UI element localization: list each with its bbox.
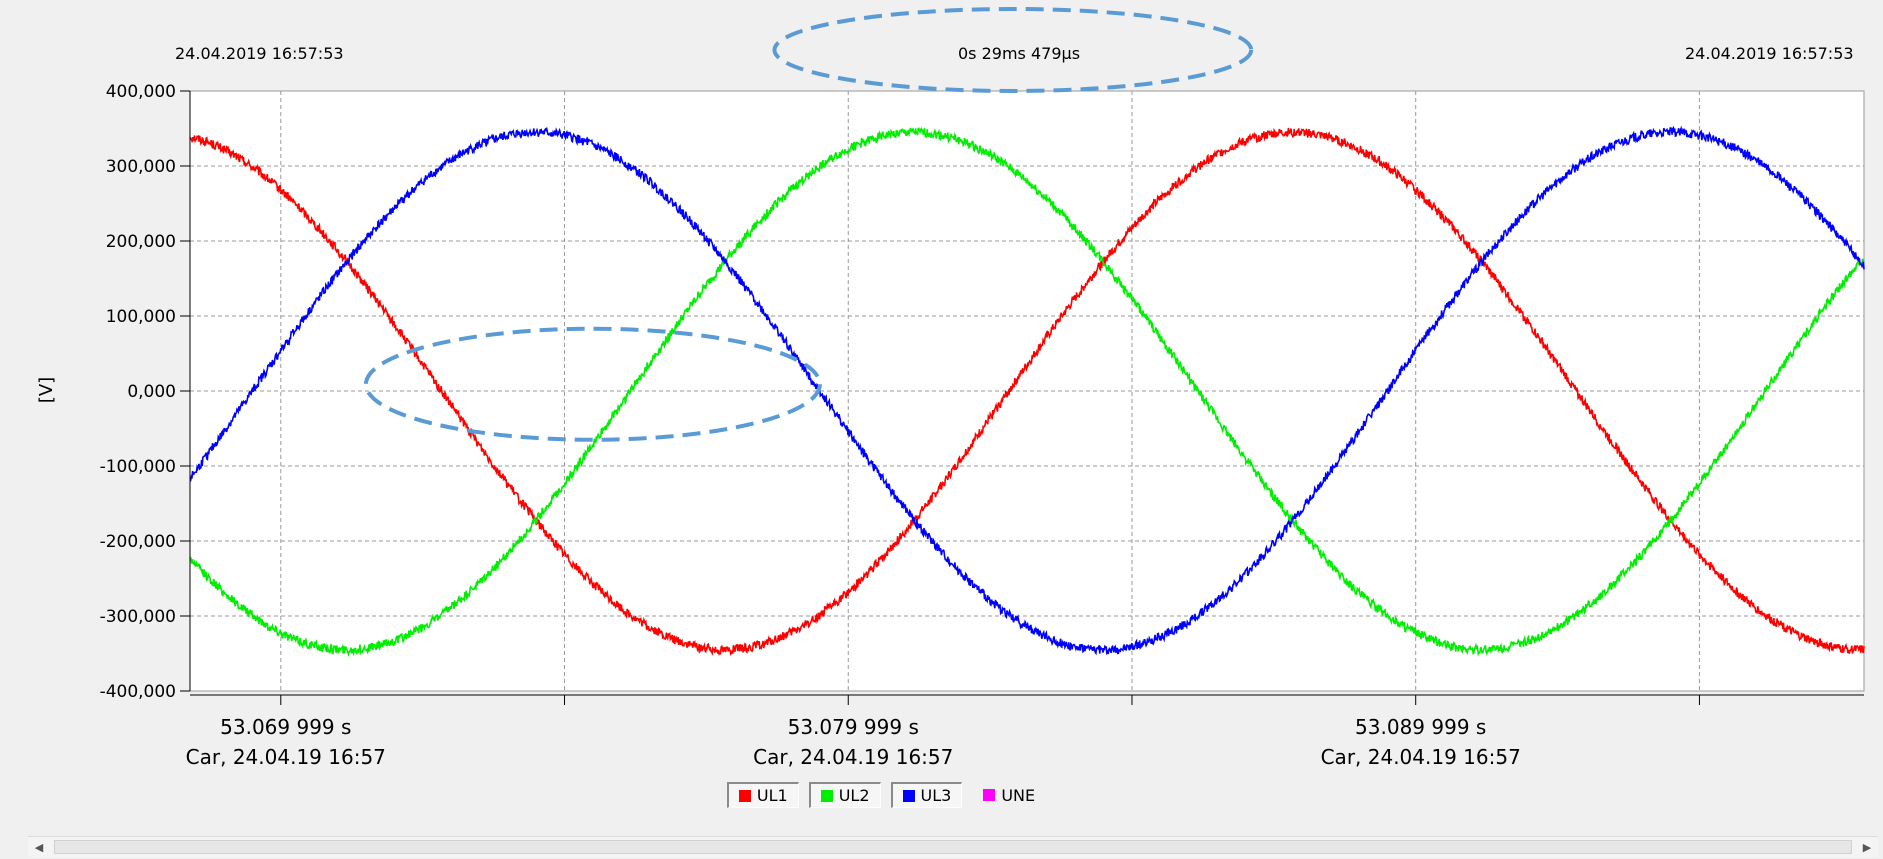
legend-label: UL3: [920, 786, 952, 805]
y-tick-label: -300,000: [100, 607, 176, 627]
y-tick-label: -400,000: [100, 682, 176, 702]
y-tick-label: -200,000: [100, 532, 176, 552]
scroll-right-icon[interactable]: ▶: [1862, 840, 1872, 854]
series-line-ul2: [189, 126, 1865, 658]
scroll-left-icon[interactable]: ◀: [34, 840, 44, 854]
x-tick-label: 53.069 999 s: [220, 715, 351, 739]
legend-label: UL2: [838, 786, 870, 805]
y-tick-label: -100,000: [100, 457, 176, 477]
series-group: [189, 125, 1865, 658]
y-axis-label: [V]: [36, 377, 57, 403]
legend-item-une[interactable]: UNE: [972, 782, 1046, 808]
y-tick-label: 400,000: [106, 82, 176, 102]
legend-label: UL1: [756, 786, 788, 805]
legend: UL1 UL2 UL3 UNE: [0, 782, 1828, 808]
legend-item-ul3[interactable]: UL3: [890, 782, 963, 808]
legend-swatch-icon: [983, 789, 996, 801]
series-line-ul3: [189, 125, 1865, 656]
annotations: [363, 7, 1254, 442]
axes: 400,000 300,000 200,000 100,000 0,000 -100,00…: [100, 82, 1864, 769]
y-tick-label: 200,000: [106, 232, 176, 252]
y-tick-label: 0,000: [127, 382, 176, 402]
x-tick-sublabel: Car, 24.04.19 16:57: [1321, 745, 1521, 769]
legend-item-ul2[interactable]: UL2: [808, 782, 881, 808]
y-tick-label: 300,000: [106, 157, 176, 177]
legend-swatch-icon: [902, 789, 915, 802]
x-tick-label: 53.079 999 s: [788, 715, 919, 739]
legend-label: UNE: [1001, 785, 1036, 805]
legend-swatch-icon: [738, 789, 751, 802]
x-tick-sublabel: Car, 24.04.19 16:57: [186, 745, 386, 769]
series-line-ul1: [189, 127, 1865, 657]
annotation-zero-crossing-highlight: [363, 326, 822, 442]
y-tick-label: 100,000: [106, 307, 176, 327]
x-tick-label: 53.089 999 s: [1355, 715, 1486, 739]
annotation-duration-highlight: [772, 7, 1254, 93]
x-tick-sublabel: Car, 24.04.19 16:57: [753, 745, 953, 769]
legend-swatch-icon: [820, 789, 833, 802]
horizontal-scrollbar[interactable]: ◀ ▶: [28, 836, 1878, 857]
duration-readout: 0s 29ms 479µs: [958, 44, 1081, 63]
scroll-thumb[interactable]: [54, 840, 1852, 854]
end-timestamp: 24.04.2019 16:57:53: [1685, 44, 1854, 63]
start-timestamp: 24.04.2019 16:57:53: [175, 44, 344, 63]
legend-item-ul1[interactable]: UL1: [726, 782, 799, 808]
